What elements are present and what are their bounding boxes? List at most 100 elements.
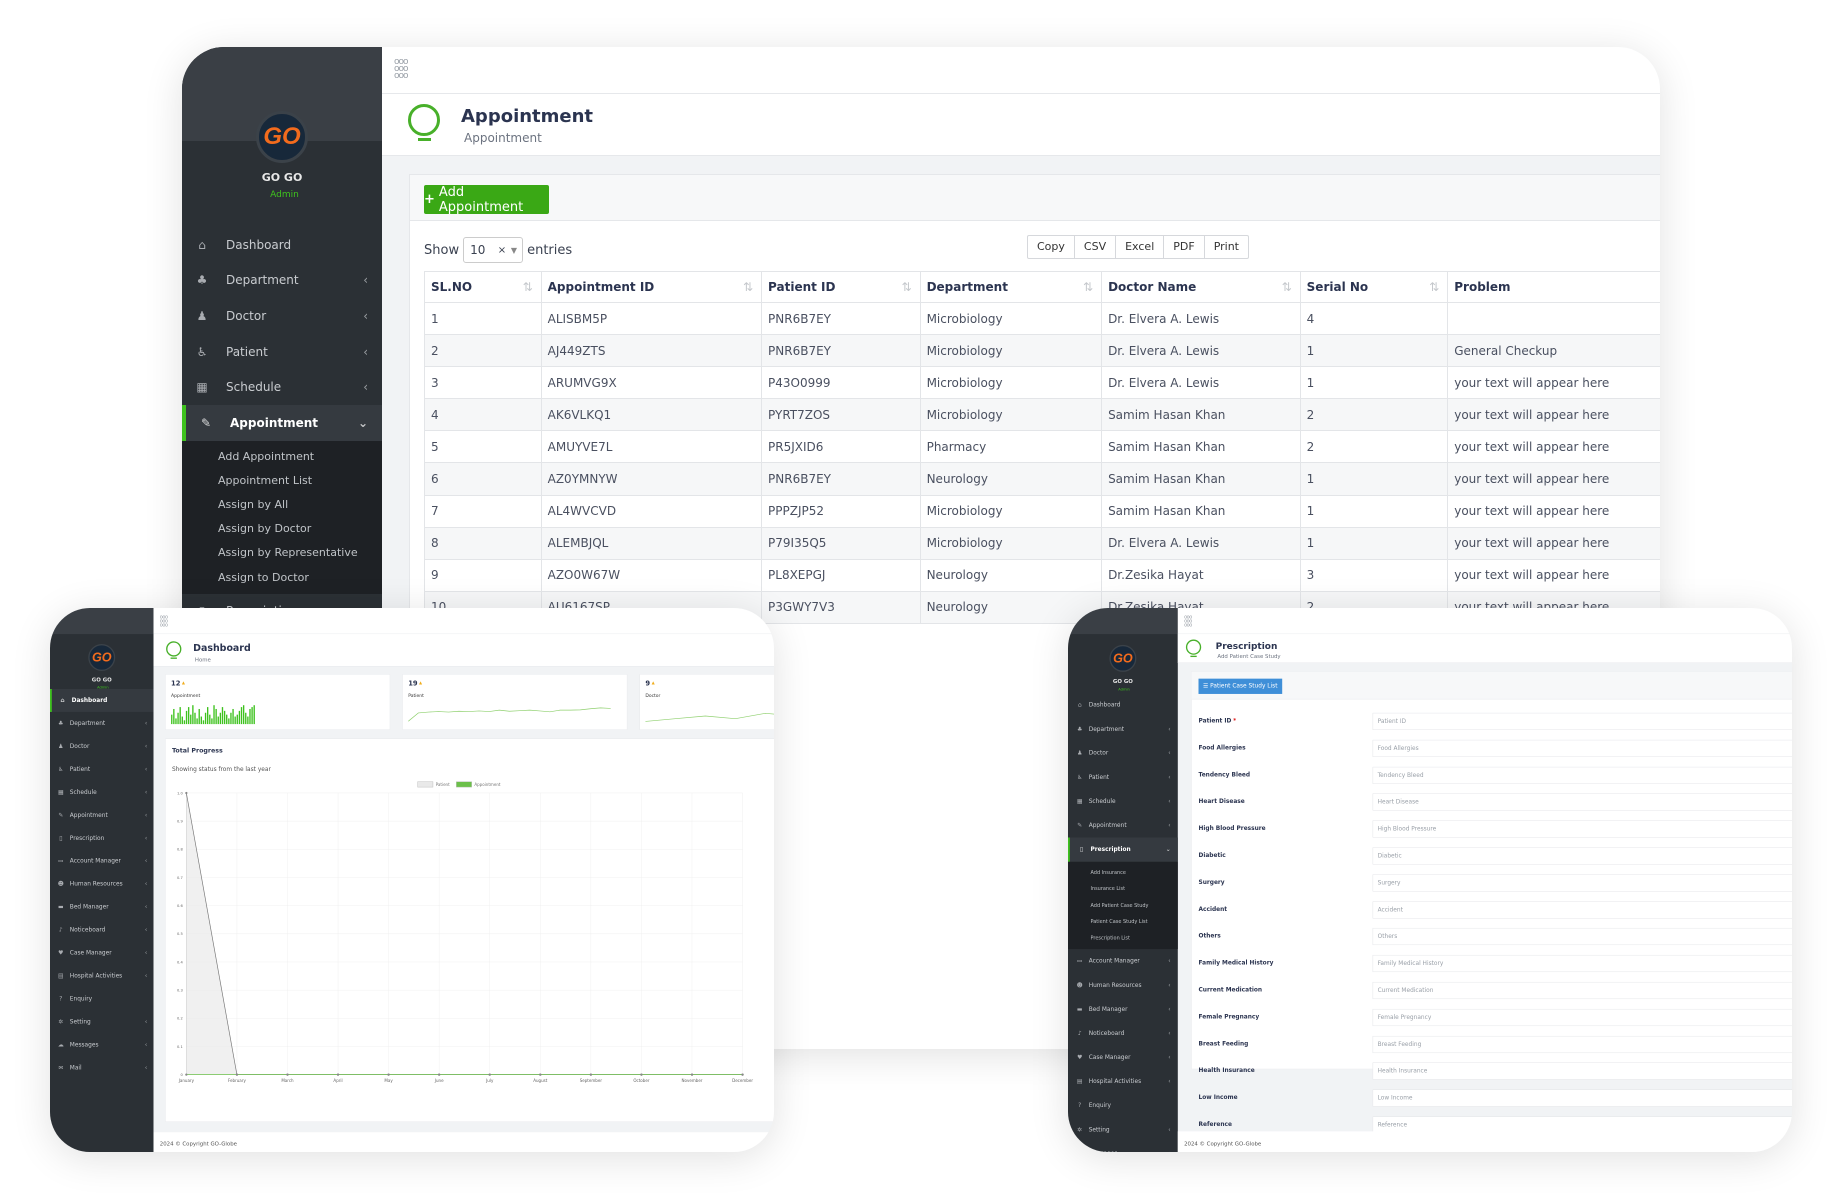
sort-icon[interactable]: ⇅ (522, 280, 533, 294)
input-female-pregnancy[interactable]: Female Pregnancy (1372, 1008, 1792, 1026)
input-others[interactable]: Others (1372, 928, 1792, 946)
sidebar-item-messages[interactable]: ☁ Messages ‹ (50, 1033, 154, 1056)
sort-icon[interactable]: ⇅ (1083, 280, 1094, 294)
submenu-item-appointment-list[interactable]: Appointment List (182, 469, 382, 493)
sidebar-item-enquiry[interactable]: ? Enquiry (50, 987, 154, 1010)
sidebar-item-account-manager[interactable]: ▭ Account Manager ‹ (50, 850, 154, 873)
submenu-item-add-patient-case-study[interactable]: Add Patient Case Study (1068, 897, 1178, 913)
input-breast-feeding[interactable]: Breast Feeding (1372, 1035, 1792, 1053)
sort-icon[interactable]: ⇅ (1429, 280, 1440, 294)
sidebar-item-mail[interactable]: ✉ Mail ‹ (50, 1056, 154, 1079)
sidebar-item-appointment[interactable]: ✎ Appointment ‹ (1068, 813, 1178, 837)
table-row[interactable]: 7 AL4WVCVD PPPZJP52 Microbiology Samim Hasan… (424, 494, 1660, 528)
sidebar-item-dashboard[interactable]: ⌂ Dashboard (50, 689, 154, 712)
submenu-item-assign-by-all[interactable]: Assign by All (182, 493, 382, 517)
sidebar-item-enquiry[interactable]: ? Enquiry (1068, 1094, 1178, 1118)
input-diabetic[interactable]: Diabetic (1372, 847, 1792, 865)
input-tendency-bleed[interactable]: Tendency Bleed (1372, 766, 1792, 784)
sidebar-item-prescription[interactable]: ▯ Prescription ⌄ (1068, 837, 1178, 862)
submenu-item-add-appointment[interactable]: Add Appointment (182, 445, 382, 469)
column-header-problem[interactable]: Problem (1447, 271, 1660, 303)
patient-case-study-list-button[interactable]: ☰ Patient Case Study List (1198, 678, 1282, 694)
column-header-department[interactable]: Department ⇅ (919, 271, 1103, 303)
sort-icon[interactable]: ⇅ (901, 280, 912, 294)
column-header-sl-no[interactable]: SL.NO ⇅ (424, 271, 542, 303)
table-row[interactable]: 5 AMUYVE7L PR5JXID6 Pharmacy Samim Hasan Kha… (424, 430, 1660, 464)
table-row[interactable]: 3 ARUMVG9X P43O0999 Microbiology Dr. Elvera … (424, 366, 1660, 400)
sidebar-item-noticeboard[interactable]: ♪ Noticeboard ‹ (50, 919, 154, 942)
export-print-button[interactable]: Print (1213, 240, 1239, 253)
sidebar-item-noticeboard[interactable]: ♪ Noticeboard ‹ (1068, 1021, 1178, 1045)
input-accident[interactable]: Accident (1372, 901, 1792, 919)
sidebar-item-account-manager[interactable]: ▭ Account Manager ‹ (1068, 949, 1178, 973)
table-row[interactable]: 6 AZ0YMNYW PNR6B7EY Neurology Samim Hasan Kh… (424, 462, 1660, 496)
table-row[interactable]: 2 AJ449ZTS PNR6B7EY Microbiology Dr. Elvera … (424, 334, 1660, 368)
export-csv-button[interactable]: CSV (1075, 236, 1117, 258)
input-low-income[interactable]: Low Income (1372, 1089, 1792, 1107)
sidebar-item-setting[interactable]: ✲ Setting ‹ (50, 1010, 154, 1033)
table-row[interactable]: 1 ALISBM5P PNR6B7EY Microbiology Dr. Elvera … (424, 301, 1660, 336)
sidebar-item-setting[interactable]: ✲ Setting ‹ (1068, 1118, 1178, 1142)
apps-grid-icon[interactable]: ooo ooo ooo (394, 57, 408, 82)
sidebar-item-dashboard[interactable]: ⌂ Dashboard (182, 227, 382, 263)
column-header-doctor-name[interactable]: Doctor Name ⇅ (1101, 271, 1301, 303)
sidebar-item-department[interactable]: ♣ Department ‹ (50, 712, 154, 735)
input-heart-disease[interactable]: Heart Disease (1372, 793, 1792, 811)
apps-grid-icon[interactable]: ooo ooo ooo (1184, 613, 1192, 628)
sidebar-item-patient[interactable]: ♿ Patient ‹ (50, 758, 154, 781)
add-appointment-button[interactable]: + Add Appointment (424, 185, 549, 215)
apps-grid-icon[interactable]: ooo ooo ooo (159, 613, 168, 628)
sidebar-item-department[interactable]: ♣ Department ‹ (182, 263, 382, 299)
table-row[interactable]: 4 AK6VLKQ1 PYRT7ZOS Microbiology Samim Hasan… (424, 398, 1660, 432)
sidebar-item-hospital-activities[interactable]: ▤ Hospital Activities ‹ (1068, 1069, 1178, 1093)
input-health-insurance[interactable]: Health Insurance (1372, 1062, 1792, 1080)
column-header-patient-id[interactable]: Patient ID ⇅ (761, 271, 921, 303)
input-family-medical-history[interactable]: Family Medical History (1372, 955, 1792, 973)
sidebar-item-bed-manager[interactable]: ▬ Bed Manager ‹ (50, 896, 154, 919)
sidebar-item-human-resources[interactable]: ☻ Human Resources ‹ (50, 873, 154, 896)
sidebar-item-patient[interactable]: ♿ Patient ‹ (1068, 765, 1178, 789)
sort-icon[interactable]: ⇅ (1281, 280, 1292, 294)
sidebar-item-dashboard[interactable]: ⌂ Dashboard (1068, 693, 1178, 717)
edit-icon: ✎ (200, 415, 212, 430)
column-header-appointment-id[interactable]: Appointment ID ⇅ (540, 271, 763, 303)
sidebar-item-appointment[interactable]: ✎ Appointment ‹ (50, 804, 154, 827)
sidebar-item-prescription[interactable]: ▯ Prescription ‹ (50, 827, 154, 850)
table-row[interactable]: 9 AZO0W67W PL8XEPGJ Neurology Dr.Zesika Haya… (424, 558, 1660, 592)
sidebar-item-schedule[interactable]: ▦ Schedule ‹ (50, 781, 154, 804)
sidebar-item-schedule[interactable]: ▦ Schedule ‹ (182, 369, 382, 405)
submenu-item-add-insurance[interactable]: Add Insurance (1068, 864, 1178, 880)
sort-icon[interactable]: ⇅ (742, 280, 754, 294)
column-header-serial-no[interactable]: Serial No ⇅ (1299, 271, 1449, 303)
sidebar-item-case-manager[interactable]: ♥ Case Manager ‹ (50, 941, 154, 964)
sidebar-item-case-manager[interactable]: ♥ Case Manager ‹ (1068, 1045, 1178, 1069)
entries-select[interactable]: 10 × ▼ (463, 237, 524, 263)
export-copy-button[interactable]: Copy (1028, 236, 1075, 258)
sidebar-item-hospital-activities[interactable]: ▤ Hospital Activities ‹ (50, 964, 154, 987)
input-current-medication[interactable]: Current Medication (1372, 981, 1792, 1000)
submenu-item-assign-to-doctor[interactable]: Assign to Doctor (182, 566, 382, 590)
submenu-item-insurance-list[interactable]: Insurance List (1068, 881, 1178, 897)
input-surgery[interactable]: Surgery (1372, 874, 1792, 892)
sidebar-item-department[interactable]: ♣ Department ‹ (1068, 717, 1178, 741)
sidebar-item-doctor[interactable]: ♟ Doctor ‹ (50, 735, 154, 758)
table-row[interactable]: 8 ALEMBJQL P79I35Q5 Microbiology Dr. Elvera … (424, 526, 1660, 560)
sidebar-item-messages[interactable]: ☁ Messages ‹ (1068, 1142, 1178, 1152)
export-pdf-button[interactable]: PDF (1164, 236, 1205, 258)
input-high-blood-pressure[interactable]: High Blood Pressure (1372, 820, 1792, 838)
sidebar-item-patient[interactable]: ♿ Patient ‹ (182, 334, 382, 370)
submenu-item-assign-by-representative[interactable]: Assign by Representative (182, 541, 382, 565)
sidebar-item-bed-manager[interactable]: ▬ Bed Manager ‹ (1068, 997, 1178, 1021)
sidebar-item-appointment[interactable]: ✎ Appointment ⌄ (182, 404, 382, 441)
export-excel-button[interactable]: Excel (1116, 236, 1165, 258)
input-food-allergies[interactable]: Food Allergies (1372, 739, 1792, 757)
input-patient-id[interactable]: Patient ID (1372, 712, 1792, 730)
sidebar-item-schedule[interactable]: ▦ Schedule ‹ (1068, 789, 1178, 813)
submenu-item-patient-case-study-list[interactable]: Patient Case Study List (1068, 914, 1178, 930)
clear-icon[interactable]: × (497, 244, 507, 256)
sidebar-item-doctor[interactable]: ♟ Doctor ‹ (182, 298, 382, 334)
submenu-item-assign-by-doctor[interactable]: Assign by Doctor (182, 517, 382, 541)
sidebar-item-doctor[interactable]: ♟ Doctor ‹ (1068, 741, 1178, 765)
submenu-item-prescription-list[interactable]: Prescription List (1068, 930, 1178, 946)
sidebar-item-human-resources[interactable]: ☻ Human Resources ‹ (1068, 973, 1178, 997)
